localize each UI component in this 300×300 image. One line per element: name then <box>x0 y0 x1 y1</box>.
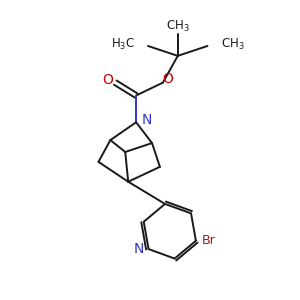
Text: Br: Br <box>202 234 216 247</box>
Text: N: N <box>142 113 152 127</box>
Text: CH$_3$: CH$_3$ <box>166 19 190 34</box>
Text: H$_3$C: H$_3$C <box>111 36 135 52</box>
Text: O: O <box>162 72 173 86</box>
Text: CH$_3$: CH$_3$ <box>221 36 245 52</box>
Text: N: N <box>133 242 144 256</box>
Text: O: O <box>102 73 113 87</box>
